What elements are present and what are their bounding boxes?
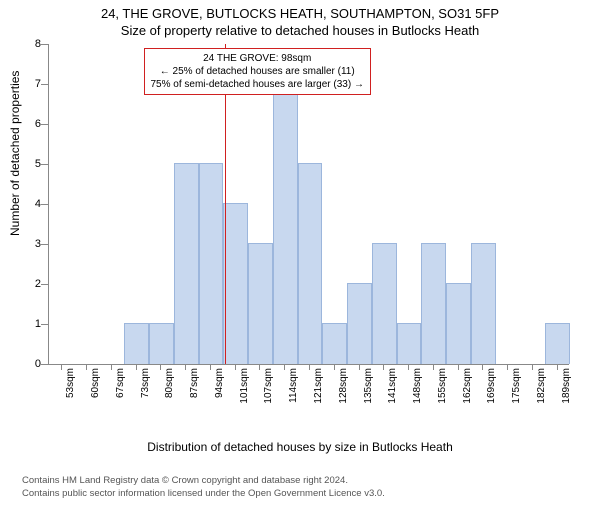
y-tick	[41, 244, 49, 245]
y-tick	[41, 124, 49, 125]
x-tick	[284, 364, 285, 370]
x-tick	[408, 364, 409, 370]
x-tick-label: 155sqm	[437, 368, 448, 404]
x-tick-label: 135sqm	[363, 368, 374, 404]
y-tick-label: 5	[35, 158, 41, 170]
x-tick-label: 175sqm	[511, 368, 522, 404]
x-tick-label: 141sqm	[387, 368, 398, 404]
x-tick	[433, 364, 434, 370]
y-tick-label: 6	[35, 118, 41, 130]
histogram-bar	[347, 283, 372, 364]
histogram-bar	[397, 323, 422, 364]
histogram-bar	[273, 83, 298, 364]
x-tick	[235, 364, 236, 370]
y-tick-label: 0	[35, 358, 41, 370]
x-tick-label: 107sqm	[263, 368, 274, 404]
x-tick-label: 80sqm	[164, 368, 175, 398]
annotation-line-2: ← 25% of detached houses are smaller (11…	[151, 65, 364, 78]
chart-area: 01234567853sqm60sqm67sqm73sqm80sqm87sqm9…	[48, 44, 578, 394]
histogram-bar	[545, 323, 570, 364]
x-tick-label: 162sqm	[462, 368, 473, 404]
x-tick	[185, 364, 186, 370]
x-tick	[507, 364, 508, 370]
y-tick	[41, 44, 49, 45]
x-tick	[482, 364, 483, 370]
histogram-bar	[322, 323, 347, 364]
x-axis-label: Distribution of detached houses by size …	[0, 440, 600, 454]
annotation-line-3: 75% of semi-detached houses are larger (…	[151, 78, 364, 91]
x-tick-label: 60sqm	[90, 368, 101, 398]
y-tick-label: 3	[35, 238, 41, 250]
y-tick-label: 4	[35, 198, 41, 210]
y-tick	[41, 324, 49, 325]
y-tick	[41, 84, 49, 85]
y-tick-label: 7	[35, 78, 41, 90]
footer-line-2: Contains public sector information licen…	[22, 488, 385, 500]
x-tick	[334, 364, 335, 370]
x-tick	[160, 364, 161, 370]
annotation-box: 24 THE GROVE: 98sqm← 25% of detached hou…	[144, 48, 371, 95]
x-tick-label: 114sqm	[288, 368, 299, 403]
histogram-bar	[223, 203, 248, 364]
histogram-bar	[124, 323, 149, 364]
x-tick	[532, 364, 533, 370]
histogram-bar	[372, 243, 397, 364]
page-title-1: 24, THE GROVE, BUTLOCKS HEATH, SOUTHAMPT…	[0, 6, 600, 21]
y-tick-label: 2	[35, 278, 41, 290]
x-tick	[557, 364, 558, 370]
x-tick-label: 87sqm	[189, 368, 200, 398]
histogram-bar	[421, 243, 446, 364]
page-title-2: Size of property relative to detached ho…	[0, 23, 600, 38]
annotation-line-1: 24 THE GROVE: 98sqm	[151, 52, 364, 65]
histogram-bar	[248, 243, 273, 364]
y-tick-label: 1	[35, 318, 41, 330]
y-tick	[41, 164, 49, 165]
x-tick	[210, 364, 211, 370]
y-axis-label: Number of detached properties	[8, 71, 22, 236]
histogram-bar	[174, 163, 199, 364]
x-tick-label: 94sqm	[214, 368, 225, 398]
plot-region: 01234567853sqm60sqm67sqm73sqm80sqm87sqm9…	[48, 44, 569, 365]
histogram-bar	[149, 323, 174, 364]
x-tick	[61, 364, 62, 370]
y-tick	[41, 204, 49, 205]
x-tick-label: 53sqm	[65, 368, 76, 398]
x-tick	[383, 364, 384, 370]
x-tick-label: 148sqm	[412, 368, 423, 404]
histogram-bar	[199, 163, 224, 364]
x-tick	[136, 364, 137, 370]
y-tick	[41, 364, 49, 365]
footer-line-1: Contains HM Land Registry data © Crown c…	[22, 475, 385, 487]
x-tick-label: 189sqm	[561, 368, 572, 404]
x-tick-label: 73sqm	[140, 368, 151, 398]
x-tick-label: 128sqm	[338, 368, 349, 404]
y-tick-label: 8	[35, 38, 41, 50]
x-tick	[259, 364, 260, 370]
x-tick	[86, 364, 87, 370]
histogram-bar	[298, 163, 323, 364]
y-tick	[41, 284, 49, 285]
x-tick-label: 121sqm	[313, 368, 324, 404]
histogram-bar	[446, 283, 471, 364]
x-tick	[359, 364, 360, 370]
x-tick-label: 101sqm	[239, 368, 250, 404]
x-tick-label: 182sqm	[536, 368, 547, 404]
x-tick	[111, 364, 112, 370]
histogram-bar	[471, 243, 496, 364]
x-tick-label: 67sqm	[115, 368, 126, 398]
x-tick-label: 169sqm	[486, 368, 497, 404]
x-tick	[458, 364, 459, 370]
footer-attribution: Contains HM Land Registry data © Crown c…	[22, 475, 385, 500]
x-tick	[309, 364, 310, 370]
